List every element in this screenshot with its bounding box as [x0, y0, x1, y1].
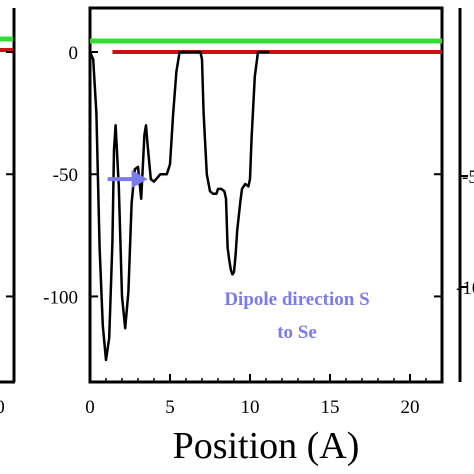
dipole-arrow	[107, 170, 148, 189]
right-panel-ytick-label-1: -5	[462, 167, 474, 188]
x-tick-label: 5	[165, 397, 175, 418]
y-tick-label: 0	[69, 43, 79, 64]
x-axis-title: Position (A)	[173, 425, 360, 467]
tick-labels: 0 5 10 15 20 0 -50 -100	[43, 43, 419, 418]
right-panel: -5 -10	[456, 8, 474, 382]
center-panel: 0 5 10 15 20 0 -50 -100 Dipole direction S to S…	[6, 6, 444, 467]
dipole-arrow-head	[131, 170, 148, 189]
axis-ticks	[6, 51, 442, 382]
plot-frame	[88, 6, 444, 384]
y-tick-label: -100	[43, 287, 78, 308]
left-panel: 0	[0, 8, 16, 418]
x-tick-label: 15	[321, 397, 340, 418]
right-panel-ytick-label-2: -10	[456, 278, 474, 299]
potential-curve	[88, 50, 270, 362]
annotation-line-2: to Se	[277, 322, 317, 343]
annotation-line-1: Dipole direction S	[224, 289, 369, 310]
x-tick-label: 20	[401, 397, 420, 418]
x-tick-label: 0	[85, 397, 95, 418]
y-tick-label: -50	[53, 165, 78, 186]
left-panel-xtick-label: 0	[0, 397, 5, 418]
x-tick-label: 10	[241, 397, 260, 418]
